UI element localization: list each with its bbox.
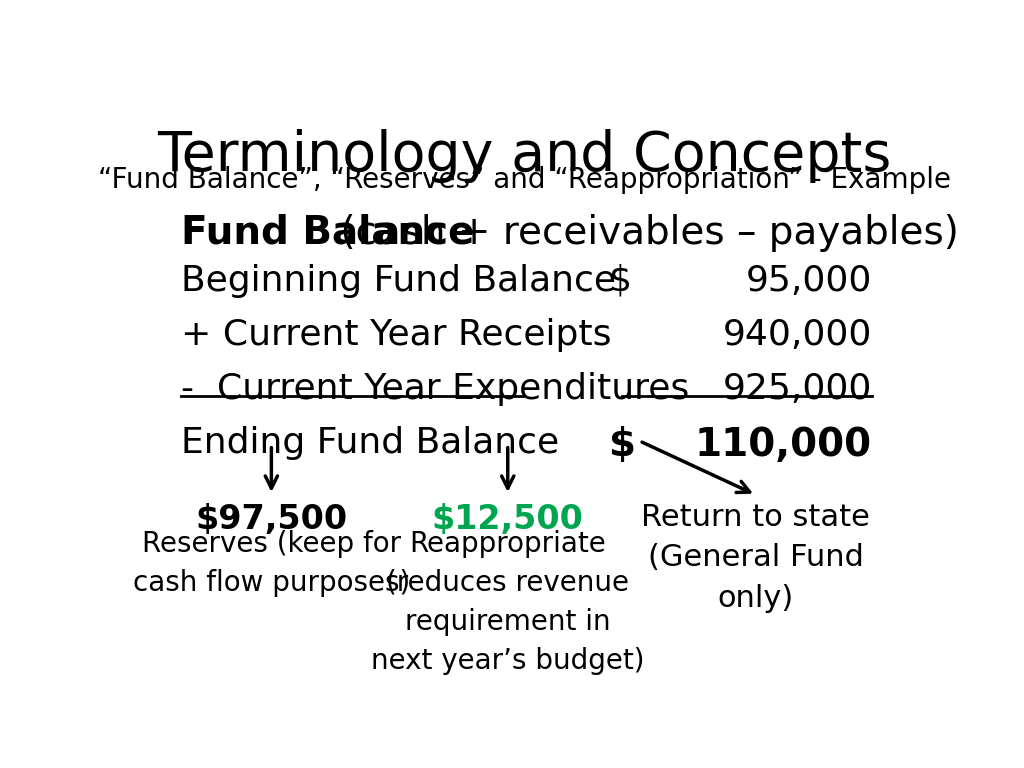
Text: “Fund Balance”, “Reserves” and “Reappropriation” - Example: “Fund Balance”, “Reserves” and “Reapprop…: [98, 166, 951, 194]
Text: + Current Year Receipts: + Current Year Receipts: [180, 318, 611, 352]
Text: 925,000: 925,000: [723, 372, 872, 406]
Text: $: $: [608, 264, 632, 298]
Text: Fund Balance: Fund Balance: [180, 214, 474, 252]
Text: Return to state
(General Fund
only): Return to state (General Fund only): [641, 502, 870, 613]
Text: Terminology and Concepts: Terminology and Concepts: [158, 129, 892, 183]
Text: Reappropriate
(reduces revenue
requirement in
next year’s budget): Reappropriate (reduces revenue requireme…: [371, 529, 644, 674]
Text: 95,000: 95,000: [745, 264, 872, 298]
Text: 940,000: 940,000: [723, 318, 872, 352]
Text: Reserves (keep for
cash flow purposes): Reserves (keep for cash flow purposes): [133, 529, 410, 597]
Text: $: $: [608, 425, 636, 464]
Text: Ending Fund Balance: Ending Fund Balance: [180, 425, 559, 459]
Text: $12,500: $12,500: [432, 502, 584, 535]
Text: $97,500: $97,500: [196, 502, 347, 535]
Text: Beginning Fund Balance: Beginning Fund Balance: [180, 264, 615, 298]
Text: (cash + receivables – payables): (cash + receivables – payables): [328, 214, 958, 252]
Text: 110,000: 110,000: [695, 425, 872, 464]
Text: -  Current Year Expenditures: - Current Year Expenditures: [180, 372, 689, 406]
